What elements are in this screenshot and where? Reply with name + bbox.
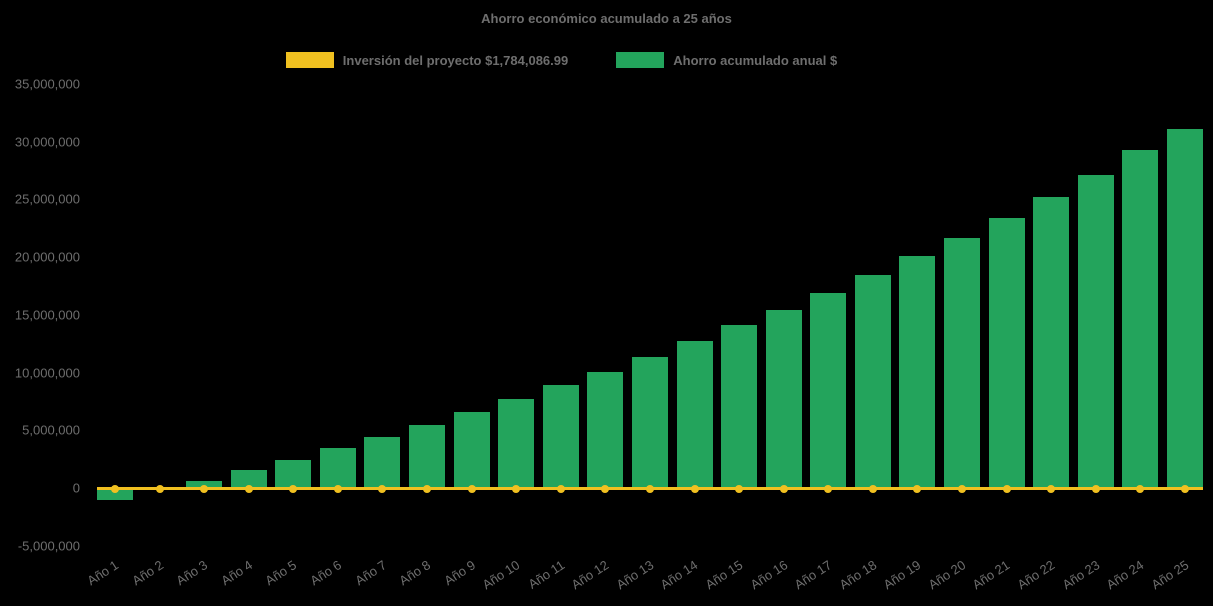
x-axis-label: Año 2 [129,557,166,589]
y-axis-tick-label: 0 [72,480,80,496]
bar-ano-16 [765,309,802,488]
bar-ano-18 [854,275,891,488]
y-axis-tick-label: 15,000,000 [14,307,80,323]
investment-line-marker [868,484,877,493]
legend-item-ahorro: Ahorro acumulado anual $ [616,52,837,68]
bar-ano-13 [631,356,668,488]
bar-ano-5 [275,459,312,488]
investment-line-marker [1091,484,1100,493]
bar-ano-23 [1077,175,1114,488]
investment-line-marker [645,484,654,493]
investment-line-marker [1047,484,1056,493]
x-axis-label: Año 20 [925,557,969,593]
bar-ano-7 [364,437,401,488]
investment-line-marker [601,484,610,493]
bar-ano-11 [542,385,579,488]
y-axis-tick-label: -5,000,000 [17,538,80,554]
bar-ano-12 [587,371,624,488]
x-axis-label: Año 14 [657,557,701,593]
investment-line-marker [423,484,432,493]
investment-line-marker [735,484,744,493]
y-axis-tick-label: 10,000,000 [14,365,80,381]
investment-line-marker [111,484,119,493]
y-axis-tick-label: 25,000,000 [14,191,80,207]
investment-line-marker [690,484,699,493]
investment-line-marker [378,484,387,493]
y-axis-tick-label: 30,000,000 [14,134,80,150]
x-axis-label: Año 3 [173,557,211,589]
legend-swatch-ahorro [616,52,665,68]
y-axis-tick-label: 5,000,000 [22,422,80,438]
investment-line-marker [958,484,967,493]
bar-ano-21 [988,217,1025,488]
investment-line-marker [913,484,922,493]
investment-line-marker [1180,484,1189,493]
investment-line-marker [824,484,833,493]
bar-ano-24 [1122,149,1159,488]
bar-ano-22 [1033,197,1070,488]
investment-line-marker [1002,484,1011,493]
bar-ano-14 [676,341,713,488]
investment-line-marker [467,484,476,493]
bar-ano-15 [721,325,758,488]
x-axis-label: Año 25 [1148,557,1192,593]
x-axis-label: Año 12 [568,557,612,593]
investment-line-marker [1136,484,1145,493]
bar-ano-25 [1166,129,1203,488]
investment-line-marker [512,484,521,493]
x-axis-label: Año 10 [479,557,523,593]
x-axis-label: Año 5 [262,557,300,589]
bar-ano-6 [319,448,356,488]
investment-line-marker [200,484,209,493]
bar-ano-9 [453,412,490,488]
x-axis-label: Año 16 [747,557,790,593]
x-axis-label: Año 13 [613,557,657,593]
x-axis-label: Año 17 [791,557,835,593]
x-axis-label: Año 8 [396,557,434,589]
bar-ano-17 [810,292,847,488]
legend: Inversión del proyecto $1,784,086.99 Aho… [0,52,1168,68]
legend-label-inversion: Inversión del proyecto $1,784,086.99 [342,52,569,68]
x-axis-label: Año 18 [836,557,879,593]
bar-ano-8 [409,425,446,488]
y-axis-tick-label: 20,000,000 [14,249,80,265]
bar-ano-1 [97,488,133,500]
legend-item-inversion: Inversión del proyecto $1,784,086.99 [285,52,569,68]
bar-ano-19 [899,255,936,488]
investment-line-marker [333,484,342,493]
legend-label-ahorro: Ahorro acumulado anual $ [673,52,838,68]
bar-ano-4 [230,470,267,488]
y-axis-tick-label: 35,000,000 [14,76,80,92]
x-axis-label: Año 9 [441,557,478,589]
x-axis-label: Año 24 [1103,557,1147,593]
y-axis: 35,000,000 30,000,000 25,000,000 20,000,000… [0,0,80,606]
bar-ano-10 [498,399,535,488]
x-axis-label: Año 22 [1014,557,1058,593]
x-axis-label: Año 11 [524,557,567,592]
investment-line-marker [289,484,298,493]
investment-line-marker [155,484,164,493]
x-axis-label: Año 21 [969,557,1013,593]
x-axis-label: Año 4 [218,557,255,589]
x-axis-label: Año 23 [1059,557,1102,593]
x-axis-label: Año 7 [351,557,389,589]
investment-line-marker [779,484,788,493]
legend-swatch-inversion [285,52,334,68]
x-axis-label: Año 6 [307,557,344,589]
investment-line-marker [244,484,253,493]
x-axis-label: Año 19 [880,557,924,593]
bar-ano-20 [944,237,981,488]
x-axis-label: Año 15 [702,557,746,593]
investment-line-marker [556,484,565,493]
x-axis-label: Año 1 [84,557,122,589]
chart-title: Ahorro económico acumulado a 25 años [481,11,732,26]
